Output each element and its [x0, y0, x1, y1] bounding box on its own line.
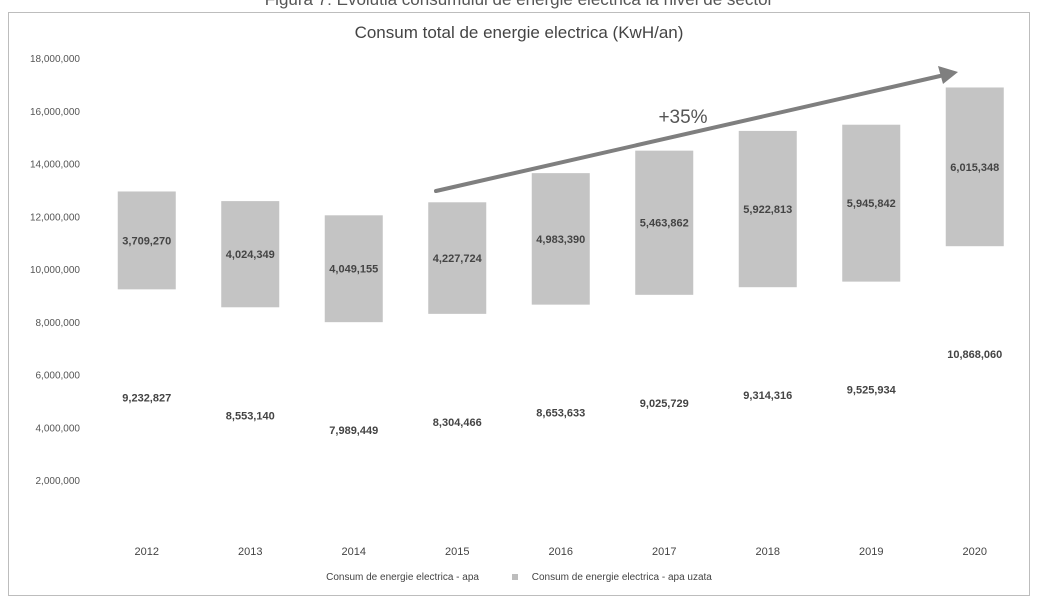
- x-tick-label: 2016: [549, 546, 573, 558]
- legend: Consum de energie electrica - apa Consum…: [0, 572, 1038, 583]
- y-tick-label: 16,000,000: [30, 107, 80, 118]
- x-tick-label: 2012: [135, 546, 159, 558]
- data-label-apa: 7,989,449: [329, 425, 378, 437]
- y-tick-label: 2,000,000: [36, 476, 81, 487]
- data-label-apa: 8,553,140: [226, 410, 275, 422]
- trend-annotation: +35%: [658, 107, 707, 128]
- x-tick-label: 2015: [445, 546, 469, 558]
- bar-apa-uzata: [428, 202, 487, 314]
- data-label-apa: 8,653,633: [536, 408, 585, 420]
- data-label-apa: 9,525,934: [847, 385, 897, 397]
- data-label-apa: 10,868,060: [947, 349, 1002, 361]
- x-tick-label: 2013: [238, 546, 262, 558]
- data-label-apa-uzata: 3,709,270: [122, 235, 171, 247]
- bar-apa-uzata: [531, 173, 590, 305]
- data-label-apa-uzata: 4,049,155: [329, 264, 378, 276]
- y-tick-label: 14,000,000: [30, 160, 80, 171]
- bar-apa-uzata: [117, 191, 176, 290]
- y-tick-label: 10,000,000: [30, 265, 80, 276]
- x-tick-label: 2018: [756, 546, 780, 558]
- data-label-apa: 8,304,466: [433, 417, 482, 429]
- data-label-apa: 9,025,729: [640, 398, 689, 410]
- bar-apa-uzata: [635, 150, 694, 295]
- data-label-apa-uzata: 5,463,862: [640, 218, 689, 230]
- bar-apa-uzata: [221, 201, 280, 308]
- legend-item-apa: Consum de energie electrica - apa: [326, 572, 479, 583]
- bar-apa-uzata: [945, 87, 1004, 247]
- chart-frame: [8, 12, 1030, 596]
- legend-item-apa-uzata: Consum de energie electrica - apa uzata: [511, 572, 722, 583]
- chart-title: Consum total de energie electrica (KwH/a…: [355, 23, 684, 42]
- data-label-apa-uzata: 6,015,348: [950, 162, 999, 174]
- data-label-apa-uzata: 5,922,813: [743, 204, 792, 216]
- data-label-apa-uzata: 4,227,724: [433, 253, 483, 265]
- data-label-apa: 9,314,316: [743, 390, 792, 402]
- figure-caption: Figura 7: Evolutia consumului de energie…: [0, 0, 1038, 10]
- legend-swatch-icon: [511, 574, 518, 581]
- bar-apa-uzata: [738, 130, 797, 288]
- y-tick-label: 18,000,000: [30, 54, 80, 65]
- y-tick-label: 8,000,000: [36, 318, 81, 329]
- data-label-apa-uzata: 4,983,390: [536, 234, 585, 246]
- x-tick-label: 2014: [342, 546, 366, 558]
- data-label-apa: 9,232,827: [122, 392, 171, 404]
- data-label-apa-uzata: 4,024,349: [226, 249, 275, 261]
- bar-apa-uzata: [842, 124, 901, 282]
- trend-arrow-head-icon: [938, 66, 958, 84]
- data-label-apa-uzata: 5,945,842: [847, 198, 896, 210]
- x-tick-label: 2017: [652, 546, 676, 558]
- trend-arrow-line: [434, 74, 942, 193]
- bar-apa-uzata: [324, 215, 383, 323]
- y-tick-label: 4,000,000: [36, 423, 81, 434]
- y-tick-label: 12,000,000: [30, 212, 80, 223]
- y-tick-label: 6,000,000: [36, 371, 81, 382]
- x-tick-label: 2020: [963, 546, 987, 558]
- x-tick-label: 2019: [859, 546, 883, 558]
